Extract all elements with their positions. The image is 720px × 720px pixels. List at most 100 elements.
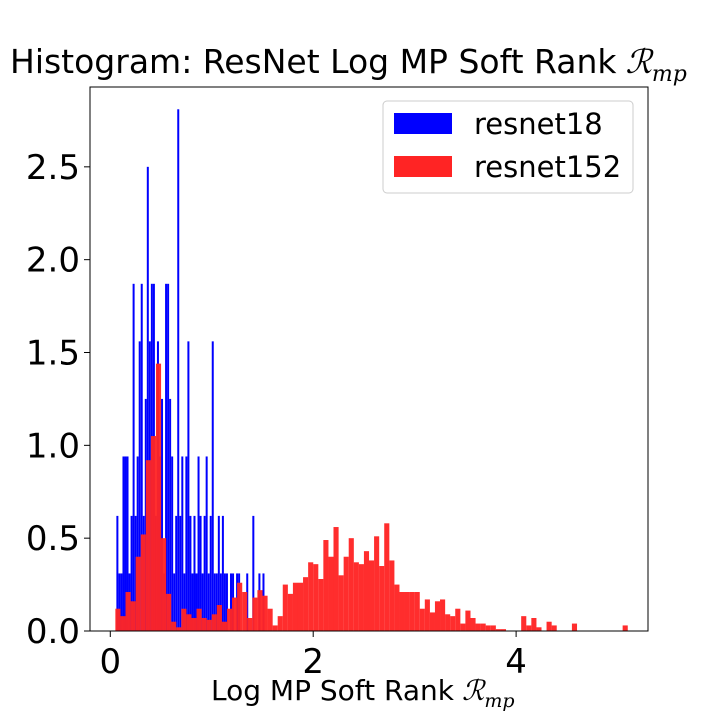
resnet152-bar-72: [480, 623, 486, 631]
resnet18-bar-14: [144, 398, 147, 631]
resnet18-bar-37: [191, 573, 194, 631]
resnet18-bar-48: [213, 573, 216, 631]
resnet18-bar-8: [132, 283, 135, 631]
resnet18-bar-30: [177, 109, 180, 631]
resnet152-bar-28: [257, 590, 263, 631]
resnet18-bar-1: [118, 573, 121, 631]
resnet18-bar-35: [187, 341, 190, 631]
resnet18-bar-12: [140, 283, 143, 631]
resnet152-bar-51: [374, 536, 380, 631]
x-tick-label-1: 2: [302, 642, 324, 682]
resnet152-bar-1: [120, 616, 126, 631]
resnet152-bar-74: [490, 625, 496, 631]
resnet18-bar-24: [165, 283, 168, 631]
legend-swatch-resnet18: [394, 113, 452, 134]
resnet18-bar-0: [116, 515, 119, 631]
resnet152-bar-59: [414, 592, 420, 631]
resnet152-bar-33: [282, 584, 288, 631]
resnet152-bar-18: [206, 619, 212, 631]
chart-title-math-sub: mp: [652, 62, 687, 87]
resnet18-bar-7: [130, 515, 133, 631]
resnet18-bar-60: [252, 515, 255, 631]
resnet152-bar-65: [445, 614, 451, 631]
resnet152-bar-83: [571, 623, 578, 631]
resnet152-bar-35: [292, 582, 299, 631]
resnet152-bar-63: [434, 601, 441, 631]
resnet152-bar-39: [313, 564, 319, 631]
resnet152-bar-77: [521, 616, 527, 631]
resnet152-bar-12: [176, 627, 182, 631]
resnet152-bar-22: [226, 608, 233, 631]
resnet152-bar-54: [389, 560, 395, 631]
resnet152-bar-69: [465, 610, 471, 631]
resnet152-bar-10: [166, 593, 172, 631]
resnet18-bar-5: [126, 456, 129, 631]
chart-title-math: ℛ: [626, 42, 655, 81]
resnet18-bar-33: [183, 573, 186, 631]
resnet152-bar-31: [272, 625, 278, 631]
resnet152-bar-84: [622, 625, 628, 631]
resnet152-bar-64: [440, 599, 446, 631]
resnet18-bar-11: [138, 341, 141, 631]
resnet152-bar-9: [161, 538, 167, 631]
chart-title-text: Histogram: ResNet Log MP Soft Rank: [10, 42, 617, 81]
resnet152-bar-0: [115, 608, 121, 631]
resnet152-bar-13: [181, 608, 187, 631]
resnet18-bar-50: [217, 515, 220, 631]
resnet152-bar-23: [232, 597, 238, 631]
resnet152-bar-5: [140, 534, 146, 631]
x-axis-label: Log MP Soft Rank ℛmp: [211, 674, 515, 712]
resnet152-bar-6: [145, 460, 151, 631]
resnet152-bar-15: [191, 618, 197, 631]
resnet152-bar-21: [221, 621, 228, 631]
resnet152-bar-75: [495, 629, 501, 631]
resnet152-bar-45: [343, 556, 349, 631]
resnet152-bar-32: [277, 616, 283, 631]
resnet18-bar-22: [161, 398, 164, 631]
resnet152-bar-78: [526, 625, 532, 631]
y-tick-label-1: 0.5: [26, 519, 80, 559]
resnet152-bar-36: [297, 582, 304, 631]
resnet152-bar-42: [328, 556, 334, 631]
legend: resnet18 resnet152: [382, 100, 634, 194]
x-axis: 0 2 4: [99, 631, 527, 682]
x-tick-label-2: 4: [505, 642, 527, 682]
resnet152-bar-57: [404, 592, 410, 631]
resnet152-bar-62: [429, 612, 435, 631]
resnet152-bar-37: [303, 577, 309, 631]
resnet152-bar-58: [409, 592, 415, 631]
resnet18-bar-3: [122, 456, 125, 631]
resnet152-bar-16: [196, 608, 202, 631]
resnet18-bar-26: [169, 398, 172, 631]
resnet18-bar-2: [120, 573, 123, 631]
y-tick-label-3: 1.5: [26, 334, 80, 374]
resnet152-bar-47: [353, 562, 359, 631]
resnet152-bar-52: [379, 566, 385, 631]
resnet18-bar-53: [223, 573, 226, 631]
resnet152-bar-82: [551, 625, 557, 631]
resnet152-bar-50: [369, 560, 375, 631]
resnet18-bar-40: [197, 456, 200, 631]
y-axis: 0.0 0.5 1.0 1.5 2.0 2.5: [26, 148, 90, 652]
x-tick-label-0: 0: [99, 642, 121, 682]
chart-title: Histogram: ResNet Log MP Soft Rank ℛmp: [10, 42, 687, 87]
resnet18-bar-38: [193, 515, 196, 631]
resnet152-bar-66: [450, 616, 456, 631]
resnet18-bar-52: [221, 515, 224, 631]
y-tick-label-4: 2.0: [26, 241, 80, 281]
resnet152-bar-81: [546, 621, 552, 631]
resnet18-bar-43: [203, 515, 206, 631]
y-tick-label-5: 2.5: [26, 148, 80, 188]
resnet152-bar-48: [358, 564, 364, 631]
resnet18-bar-47: [211, 341, 214, 631]
resnet152-bar-40: [318, 579, 324, 631]
resnet152-bar-71: [475, 623, 481, 631]
resnet152-bar-7: [150, 436, 156, 631]
series-resnet152: [115, 363, 628, 631]
resnet152-bar-14: [186, 614, 192, 631]
resnet18-bar-55: [230, 573, 233, 631]
resnet18-bar-49: [215, 573, 218, 631]
resnet152-bar-41: [323, 540, 329, 631]
resnet152-bar-19: [211, 614, 217, 631]
resnet152-bar-53: [384, 523, 390, 631]
